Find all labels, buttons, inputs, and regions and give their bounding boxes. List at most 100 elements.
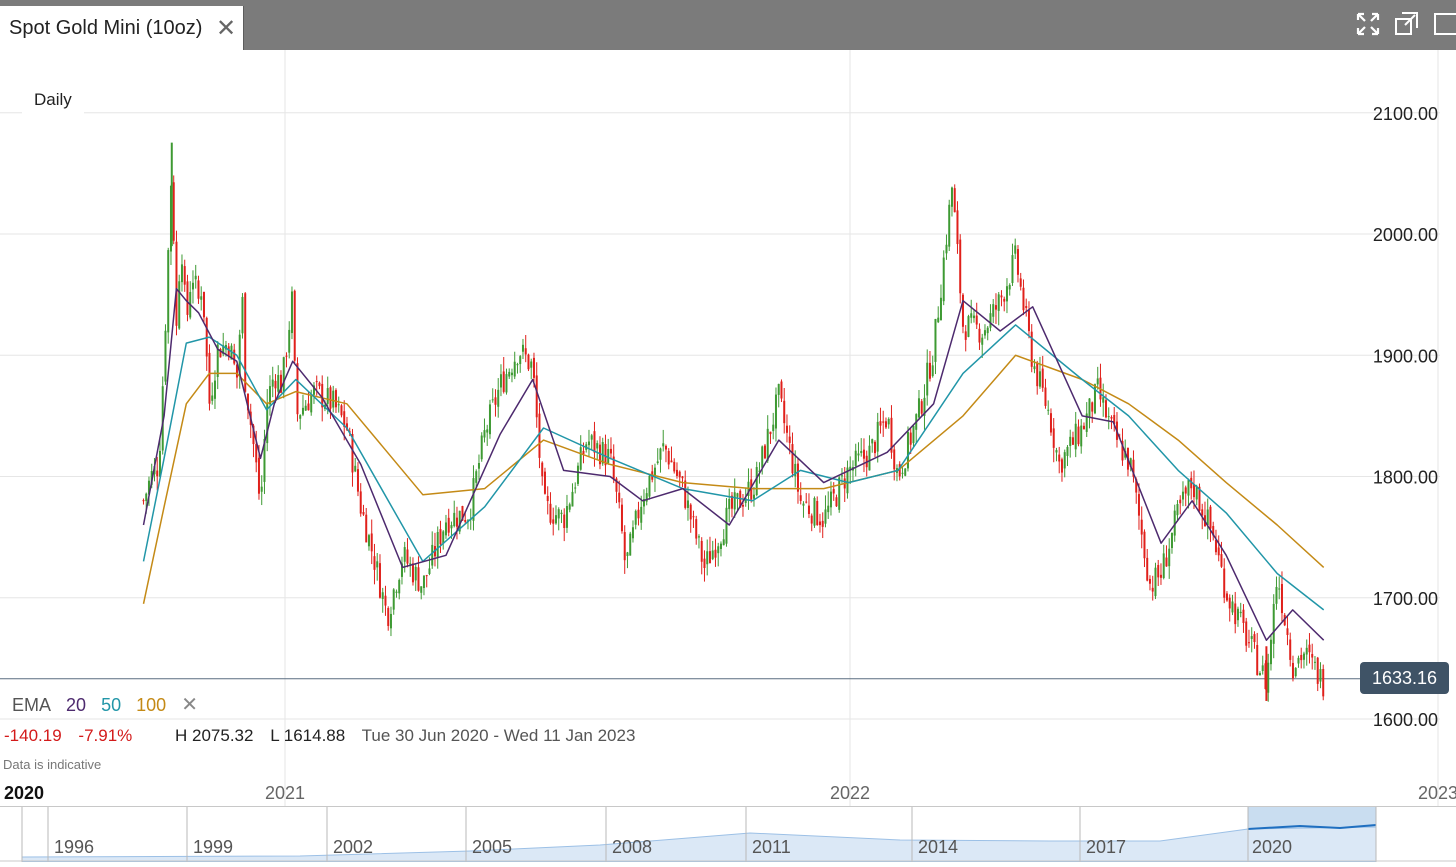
navigator-year-label[interactable]: 2011 [752,837,791,857]
candle-body [211,395,214,401]
candle-body [986,327,989,334]
ema-20-label[interactable]: 20 [66,695,87,715]
candle-body [620,504,623,532]
candle-body [582,450,585,454]
candle-body [1143,531,1146,559]
candle-body [805,501,808,503]
candle-body [491,399,494,401]
candle-body [436,531,439,558]
candle-body [1154,567,1157,597]
navigator-selected-series [1247,824,1377,830]
candle-body [1071,437,1074,445]
change-percent: -7.91% [78,726,133,745]
candle-body [178,281,181,329]
candle-body [975,315,978,325]
candle-body [535,375,538,418]
candle-body [175,241,178,326]
candle-body [345,423,348,430]
candle-body [293,290,296,361]
candle-body [695,519,698,539]
candle-body [288,329,291,353]
candle-body [1162,553,1165,578]
candle-body [772,424,775,432]
navigator-year-label[interactable]: 2005 [472,837,512,857]
candle-body [321,383,324,408]
candle-body [722,539,725,546]
candle-body [497,389,500,407]
indicative-note: Data is indicative [3,757,102,772]
ema-label: EMA [12,695,52,715]
navigator-year-label[interactable]: 1996 [54,837,94,857]
ema-50-label[interactable]: 50 [101,695,122,715]
expand-icon[interactable] [1354,10,1382,38]
candle-body [1049,413,1052,433]
candle-body [420,586,423,593]
candle-body [794,463,797,477]
candle-body [1063,452,1066,469]
candle-body [937,317,940,323]
candle-body [673,461,676,472]
ema-100-label[interactable]: 100 [136,695,167,715]
navigator-year-label[interactable]: 2017 [1086,837,1126,857]
candle-body [593,431,596,453]
candle-body [829,491,832,508]
candle-body [887,418,890,425]
remove-indicator-icon[interactable]: ✕ [181,694,198,716]
candle-body [904,468,907,476]
candle-body [719,543,722,549]
navigator-year-label[interactable]: 2002 [333,837,373,857]
candle-body [191,282,194,290]
candle-body [409,563,412,565]
low-value: L 1614.88 [270,726,346,745]
candle-body [494,397,497,405]
candle-body [788,436,791,443]
chart-tab[interactable]: Spot Gold Mini (10oz) ✕ [0,6,244,50]
candle-body [953,188,956,213]
candle-body [609,448,612,454]
timeline-navigator[interactable]: 1996 1999 2002 2005 2008 2011 2014 2017 2020 [0,806,1456,863]
candle-body [634,510,637,525]
candle-body [326,388,329,404]
candle-body [444,522,447,536]
price-chart[interactable]: 1600.00 1700.00 1800.00 1900.00 2000.00 2100.… [0,50,1456,806]
candle-body [299,415,302,419]
candle-body [310,394,313,413]
candle-body [972,315,975,319]
candle-body [532,357,535,378]
navigator-track[interactable]: 1996 1999 2002 2005 2008 2011 2014 2017 2020 [0,807,1456,863]
navigator-year-label[interactable]: 1999 [193,837,233,857]
candle-body [802,503,805,506]
candle-body [400,563,403,577]
candle-body [893,449,896,470]
navigator-year-label[interactable]: 2014 [918,837,958,857]
candle-body [838,477,841,510]
candle-body [312,385,315,395]
navigator-year-label[interactable]: 2008 [612,837,652,857]
close-icon[interactable]: ✕ [216,15,237,42]
candle-body [670,460,673,463]
candle-body [1060,459,1063,473]
candle-body [1080,425,1083,447]
candle-body [513,361,516,377]
period-label[interactable]: Daily [22,84,84,116]
candle-body [741,504,744,507]
candle-body [1214,539,1217,553]
candle-body [692,516,695,518]
candle-body [200,296,203,300]
candle-body [1300,654,1303,661]
navigator-year-label[interactable]: 2020 [1252,837,1292,857]
candle-body [876,421,879,452]
popout-icon[interactable] [1393,10,1421,38]
candle-body [758,470,761,472]
candle-body [208,352,211,404]
candle-body [942,257,945,302]
candle-body [981,337,984,345]
candle-body [222,345,225,355]
candle-body [1016,249,1019,275]
candle-body [700,540,703,562]
candle-body [337,404,340,406]
candle-body [662,443,665,447]
dock-icon[interactable] [1432,10,1456,38]
candle-body [505,374,508,393]
candle-body [1069,436,1072,447]
